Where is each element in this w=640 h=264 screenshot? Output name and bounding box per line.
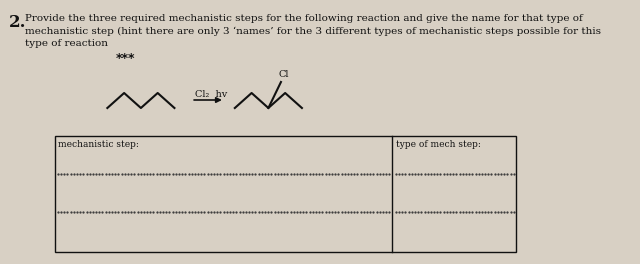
Text: Cl₂  hv: Cl₂ hv <box>195 90 227 99</box>
Text: 2.: 2. <box>8 14 26 31</box>
Text: ***: *** <box>116 52 135 65</box>
Text: Provide the three required mechanistic steps for the following reaction and give: Provide the three required mechanistic s… <box>25 14 601 49</box>
Text: Cl: Cl <box>278 70 289 79</box>
Text: type of mech step:: type of mech step: <box>396 140 481 149</box>
Bar <box>54 136 516 252</box>
Text: mechanistic step:: mechanistic step: <box>58 140 139 149</box>
